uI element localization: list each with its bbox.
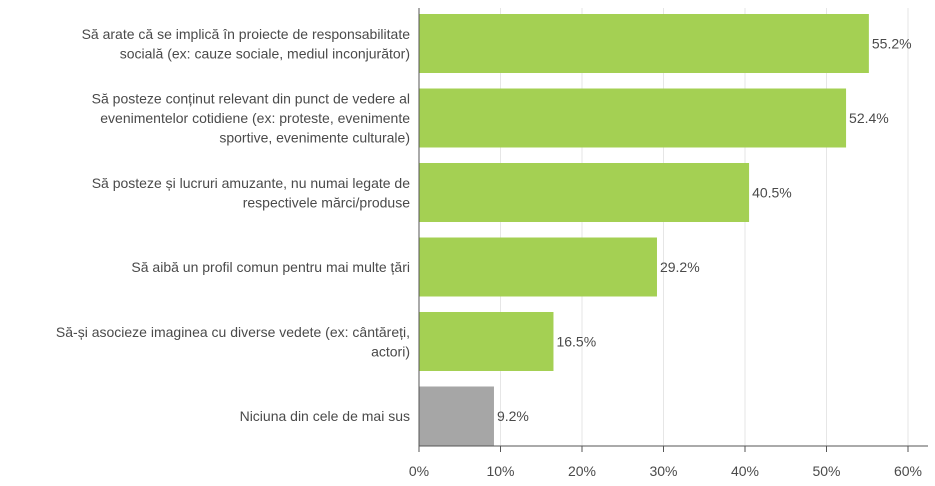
bars bbox=[419, 14, 869, 446]
data-label: 9.2% bbox=[497, 408, 529, 424]
category-label: Să arate că se implică în proiecte de re… bbox=[82, 26, 411, 62]
bar bbox=[419, 312, 554, 371]
data-label: 29.2% bbox=[660, 259, 700, 275]
data-label: 40.5% bbox=[752, 185, 792, 201]
x-tick-label: 30% bbox=[649, 463, 677, 479]
labels: 0% 10% 20% 30% 40% 50% 60% 55.2% Să arate că se … bbox=[56, 26, 922, 479]
x-tick-label: 40% bbox=[731, 463, 759, 479]
category-label: Să posteze conținut relevant din punct d… bbox=[92, 91, 411, 146]
x-tick-label: 0% bbox=[409, 463, 429, 479]
category-label: Niciuna din cele de mai sus bbox=[240, 408, 410, 424]
category-label: Să-și asocieze imaginea cu diverse vedet… bbox=[56, 324, 410, 360]
data-label: 16.5% bbox=[556, 334, 596, 350]
data-label: 55.2% bbox=[872, 36, 912, 52]
bar bbox=[419, 386, 494, 446]
x-tick-label: 50% bbox=[812, 463, 840, 479]
x-tick-label: 60% bbox=[894, 463, 922, 479]
grid-lines bbox=[500, 8, 909, 446]
x-tick-label: 10% bbox=[486, 463, 514, 479]
bar bbox=[419, 14, 869, 73]
bar bbox=[419, 88, 847, 148]
category-label: Să aibă un profil comun pentru mai multe… bbox=[131, 259, 410, 275]
bar bbox=[419, 237, 657, 297]
data-label: 52.4% bbox=[849, 110, 889, 126]
category-label: Să posteze și lucruri amuzante, nu numai… bbox=[92, 175, 411, 211]
axis bbox=[418, 8, 928, 452]
x-tick-label: 20% bbox=[568, 463, 596, 479]
bar bbox=[419, 163, 750, 222]
